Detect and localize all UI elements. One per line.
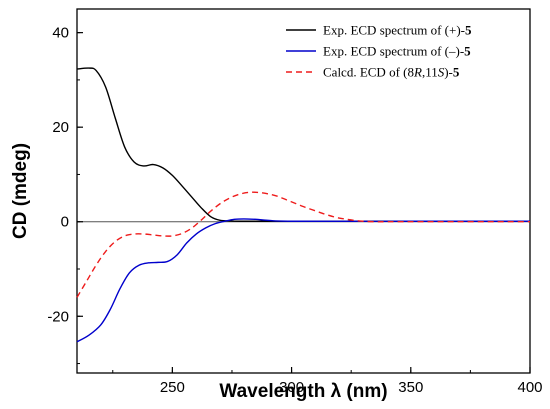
plot-frame [76,8,531,374]
series-line-2 [76,218,530,343]
legend-entry-3: Calcd. ECD of (8R,11S)-5 [323,65,460,80]
legend-entry-1: Exp. ECD spectrum of (+)-5 [323,23,472,38]
y-tick-label: 40 [52,25,69,42]
y-tick-label: 0 [61,214,69,231]
x-tick-label: 400 [517,379,542,396]
series-line-3 [76,191,530,298]
y-tick-label: -20 [47,308,69,325]
axes: 250 300 350 400 -20 0 20 40 [47,8,543,396]
y-tick-label: 20 [52,119,69,136]
legend: Exp. ECD spectrum of (+)-5 Exp. ECD spect… [286,23,472,80]
series-layer [76,67,530,343]
y-axis-title: CD (mdeg) [10,143,31,239]
x-tick-label: 250 [160,379,185,396]
series-line-1 [76,67,530,222]
x-tick-label: 300 [279,379,304,396]
legend-entry-2: Exp. ECD spectrum of (–)-5 [323,44,471,59]
x-axis-title: Wavelength λ (nm) [219,381,387,402]
x-tick-label: 350 [398,379,423,396]
